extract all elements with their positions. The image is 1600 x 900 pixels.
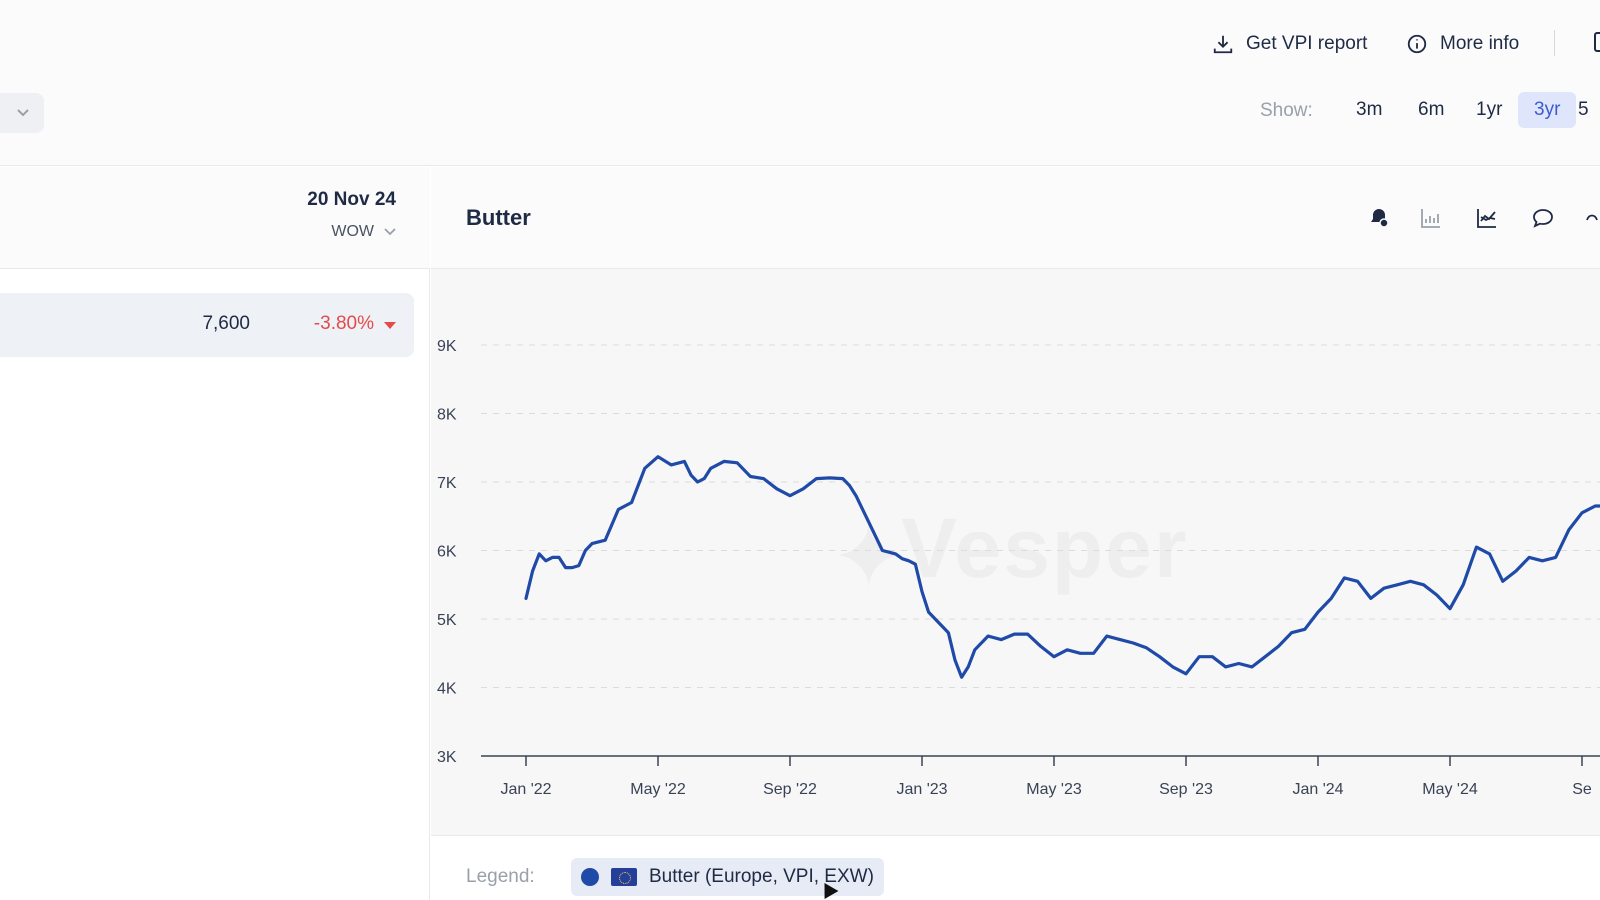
- panel-toggle-icon[interactable]: [1594, 32, 1600, 52]
- info-icon: [1407, 34, 1427, 54]
- range-6m-button[interactable]: 6m: [1418, 99, 1445, 120]
- x-tick-label: Jan '24: [1292, 781, 1343, 798]
- range-3m-button[interactable]: 3m: [1356, 99, 1383, 120]
- y-tick-label: 9K: [437, 338, 457, 355]
- y-tick-label: 7K: [437, 475, 457, 492]
- period-selector[interactable]: WOW: [331, 223, 396, 241]
- product-dropdown[interactable]: [0, 93, 44, 133]
- bar-chart-icon: [1421, 209, 1440, 228]
- legend-series-chip[interactable]: Butter (Europe, VPI, EXW): [571, 858, 884, 896]
- download-icon: [1213, 35, 1233, 54]
- y-tick-label: 8K: [437, 407, 457, 424]
- more-info-button[interactable]: More info: [1406, 30, 1519, 58]
- y-tick-label: 4K: [437, 681, 457, 698]
- chart-title: Butter: [466, 205, 531, 230]
- overflow-button[interactable]: [1581, 205, 1600, 231]
- x-tick-label: May '24: [1422, 781, 1478, 798]
- legend-label: Legend:: [466, 866, 535, 887]
- price-list-header: 20 Nov 24 WOW: [0, 167, 430, 269]
- chart-panel: Butter ✦ Vesper: [431, 167, 1600, 900]
- price-line-chart: 9K 8K 7K 6K 5K 4K 3K Jan '22 May '22 Sep '22 Jan '…: [437, 338, 1600, 798]
- line-compare-icon: [1477, 209, 1496, 228]
- range-5yr-button[interactable]: 5: [1578, 99, 1589, 120]
- x-tick-label: Jan '22: [500, 781, 551, 798]
- y-tick-label: 5K: [437, 612, 457, 629]
- x-tick-label: May '23: [1026, 781, 1082, 798]
- chevron-down-icon: [17, 109, 29, 117]
- price-row[interactable]: 7,600 -3.80%: [0, 293, 414, 357]
- price-list-panel: 20 Nov 24 WOW 7,600 -3.80%: [0, 167, 430, 900]
- caret-down-icon: [384, 322, 396, 329]
- filter-bar: Show: 3m 6m 1yr 3yr 5: [0, 86, 1600, 166]
- get-report-button[interactable]: Get VPI report: [1212, 30, 1367, 58]
- x-tick-label: Sep '23: [1159, 781, 1213, 798]
- legend-series-label: Butter (Europe, VPI, EXW): [649, 866, 874, 887]
- comment-icon: [1533, 209, 1553, 228]
- price-date: 20 Nov 24: [307, 189, 396, 210]
- period-selector-label: WOW: [331, 223, 374, 240]
- alert-bell-button[interactable]: [1365, 205, 1393, 231]
- line-compare-button[interactable]: [1473, 205, 1501, 231]
- x-tick-label: Se: [1572, 781, 1592, 798]
- x-tick-label: May '22: [630, 781, 686, 798]
- alert-bell-icon: [1371, 209, 1389, 228]
- price-value: 7,600: [202, 313, 250, 334]
- overflow-icon: [1586, 214, 1598, 221]
- bar-chart-button[interactable]: [1417, 205, 1445, 231]
- eu-flag-icon: [611, 868, 637, 886]
- series-line: [524, 455, 1600, 679]
- toolbar-divider: [1554, 30, 1555, 56]
- more-info-label: More info: [1440, 33, 1520, 54]
- x-tick-label: Sep '22: [763, 781, 817, 798]
- show-label: Show:: [1260, 100, 1313, 121]
- series-color-dot: [581, 868, 599, 886]
- y-tick-label: 6K: [437, 544, 457, 561]
- top-bar: Get VPI report More info: [0, 0, 1600, 86]
- price-change: -3.80%: [313, 313, 374, 334]
- chevron-down-icon: [384, 228, 396, 236]
- range-3yr-button[interactable]: 3yr: [1518, 92, 1577, 128]
- comment-button[interactable]: [1529, 205, 1557, 231]
- x-tick-label: Jan '23: [896, 781, 947, 798]
- get-report-label: Get VPI report: [1246, 33, 1368, 54]
- y-tick-label: 3K: [437, 749, 457, 766]
- chart-header: Butter: [431, 167, 1600, 269]
- legend-bar: Legend: Butter (Europe, VPI, EXW): [431, 835, 1600, 900]
- range-1yr-button[interactable]: 1yr: [1476, 99, 1503, 120]
